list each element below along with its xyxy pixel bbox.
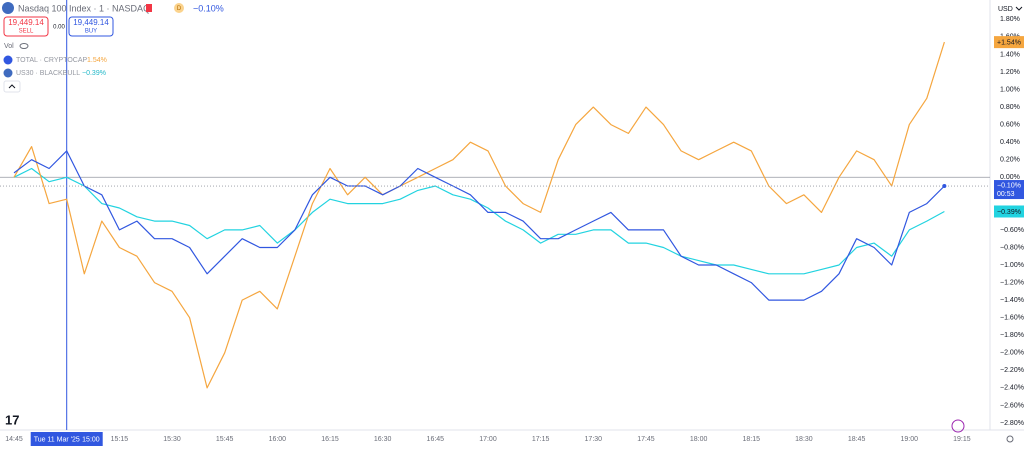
flag-icon: [146, 4, 152, 12]
y-tick-label: −1.00%: [1000, 262, 1024, 269]
price-label: +1.54%: [997, 39, 1021, 46]
y-tick-label: −2.00%: [1000, 350, 1024, 357]
settings-icon[interactable]: [1006, 435, 1014, 443]
price-label: −0.10%: [997, 182, 1021, 189]
y-tick-label: 1.20%: [1000, 69, 1020, 76]
y-tick-label: −2.60%: [1000, 402, 1024, 409]
y-tick-label: −0.60%: [1000, 227, 1024, 234]
x-tick-label: 18:30: [795, 436, 813, 443]
x-tick-label: 16:30: [374, 436, 392, 443]
sell-price[interactable]: 19,449.14: [8, 18, 44, 27]
interval-badge: [174, 3, 184, 13]
x-tick-label: 16:45: [427, 436, 445, 443]
y-tick-label: −0.80%: [1000, 244, 1024, 251]
series-line: [13, 150, 945, 301]
symbol-title: Nasdaq 100 Index · 1 · NASDAQ: [18, 3, 150, 13]
x-tick-label: 19:15: [953, 436, 971, 443]
y-tick-label: 0.60%: [1000, 121, 1020, 128]
y-tick-label: −2.80%: [1000, 420, 1024, 427]
header-change: −0.10%: [193, 3, 224, 13]
spread: 0.00: [53, 25, 65, 31]
plot-area: [0, 0, 990, 430]
price-label-bg: [994, 180, 1024, 200]
y-tick-label: −2.40%: [1000, 385, 1024, 392]
y-tick-label: 0.20%: [1000, 157, 1020, 164]
crosshair-label-bg: [30, 432, 103, 446]
currency-caret[interactable]: [1015, 6, 1023, 11]
x-tick-label: 15:45: [216, 436, 234, 443]
buy-label[interactable]: BUY: [85, 29, 97, 35]
x-tick-label: 14:45: [5, 436, 23, 443]
logo: 17: [5, 412, 19, 427]
sell-label[interactable]: SELL: [19, 29, 34, 35]
sell-button[interactable]: [3, 16, 49, 37]
countdown: 00:53: [997, 191, 1015, 198]
y-tick-label: −2.20%: [1000, 367, 1024, 374]
x-tick-label: 15:15: [111, 436, 129, 443]
price-label: −0.39%: [997, 209, 1021, 216]
x-tick-label: 17:00: [479, 436, 497, 443]
visibility-icon[interactable]: [19, 43, 29, 49]
y-tick-label: 1.00%: [1000, 86, 1020, 93]
collapse-button[interactable]: [3, 80, 21, 93]
x-tick-label: 18:00: [690, 436, 708, 443]
x-tick-label: 16:00: [269, 436, 287, 443]
crosshair-time: 15:00: [82, 436, 100, 443]
currency: USD: [998, 6, 1013, 13]
legend-icon: [3, 55, 13, 65]
x-tick-label: 15:30: [163, 436, 181, 443]
volume-label: Vol: [4, 43, 14, 50]
buy-price[interactable]: 19,449.14: [73, 18, 109, 27]
x-tick-label: 17:45: [637, 436, 655, 443]
y-tick-label: −1.40%: [1000, 297, 1024, 304]
x-tick-label: 18:45: [848, 436, 866, 443]
crosshair-date: Tue 11 Mar '25: [34, 436, 80, 443]
x-tick-label: 17:15: [532, 436, 550, 443]
y-tick-label: 0.00%: [1000, 174, 1020, 181]
alert-icon[interactable]: [951, 419, 965, 433]
price-label-bg: [994, 36, 1024, 49]
y-tick-label: −1.80%: [1000, 332, 1024, 339]
y-tick-label: 1.40%: [1000, 51, 1020, 58]
price-label-bg: [994, 205, 1024, 218]
collapse-icon: [8, 84, 16, 89]
x-tick-label: 17:30: [585, 436, 603, 443]
symbol-icon: [2, 2, 14, 14]
last-point: [942, 184, 947, 189]
legend-name: TOTAL · CRYPTOCAP: [16, 57, 88, 64]
series-line: [13, 41, 945, 389]
y-tick-label: 1.80%: [1000, 16, 1020, 23]
y-tick-label: 0.40%: [1000, 139, 1020, 146]
legend-icon: [3, 68, 13, 78]
y-tick-label: −1.20%: [1000, 279, 1024, 286]
interval-label: D: [177, 6, 182, 12]
y-tick-label: −1.60%: [1000, 315, 1024, 322]
buy-button[interactable]: [68, 16, 114, 37]
x-tick-label: 19:00: [900, 436, 918, 443]
x-tick-label: 18:15: [743, 436, 761, 443]
legend-name: US30 · BLACKBULL: [16, 70, 80, 77]
x-tick-label: 16:15: [321, 436, 339, 443]
legend-value: 1.54%: [87, 57, 107, 64]
legend-value: −0.39%: [82, 70, 106, 77]
y-tick-label: 0.80%: [1000, 104, 1020, 111]
